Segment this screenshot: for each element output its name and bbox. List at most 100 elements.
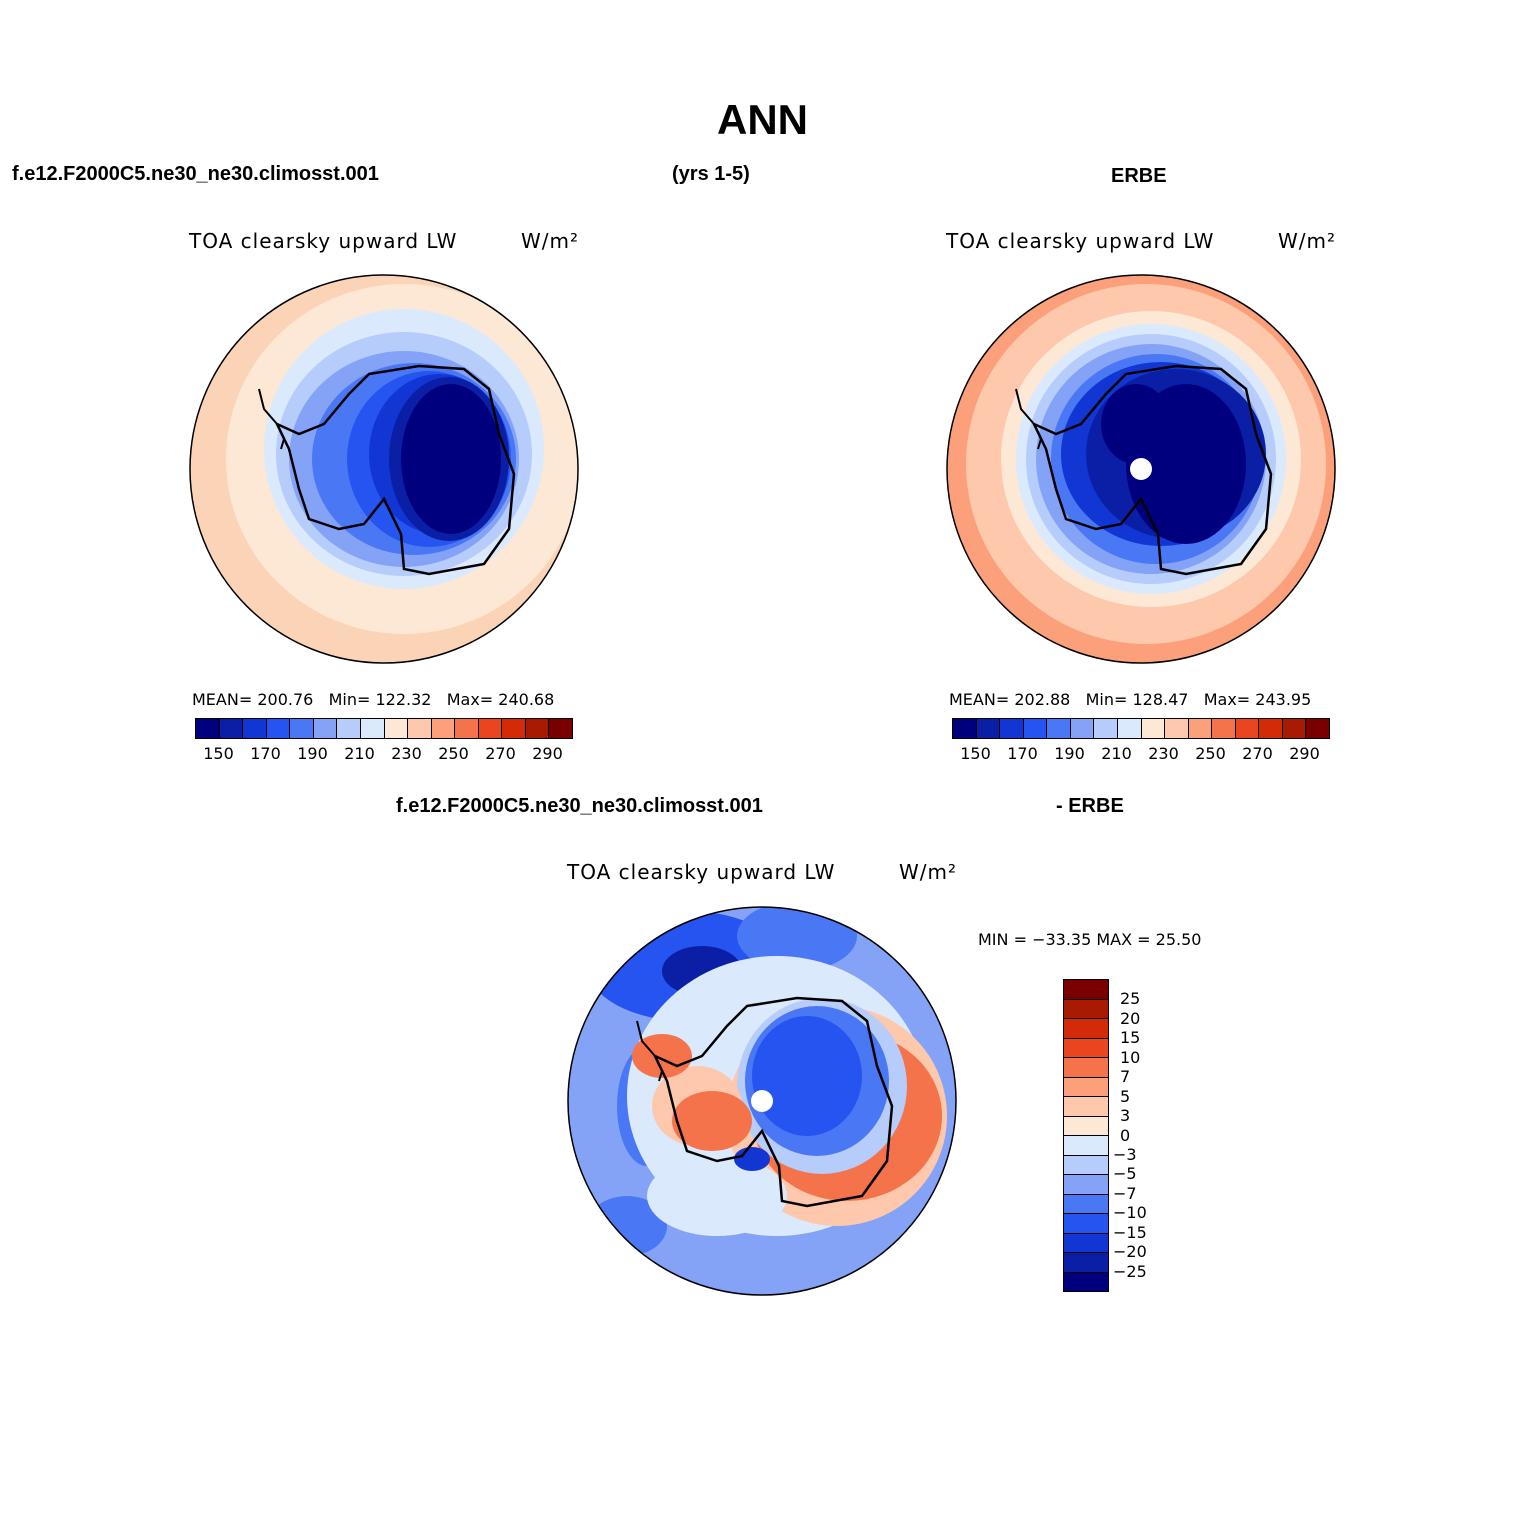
colorbar-tick-label: 25 [1120, 989, 1141, 1009]
colorbar-swatch [219, 719, 244, 738]
obs-mean-value: 202.88 [1014, 690, 1071, 709]
figure-title: ANN [717, 96, 808, 143]
diff-variable-title: TOA clearsky upward LW [567, 860, 836, 884]
colorbar-tick-label: 3 [1120, 1106, 1131, 1126]
colorbar-tick-label: 170 [250, 744, 281, 763]
diff-obs-name: - ERBE [1056, 795, 1124, 817]
diff-colorbar-ticks: 25 20 15 10 7 5 3 0 −3 −5 −7 −10 −15 −20 −25 [1113, 979, 1178, 1290]
colorbar-tick-label: −7 [1113, 1183, 1137, 1203]
colorbar-tick-label: −20 [1113, 1242, 1147, 1262]
obs-polar-map [946, 274, 1336, 664]
colorbar-tick-label: 290 [532, 744, 563, 763]
obs-name-label: ERBE [1111, 165, 1167, 187]
colorbar-tick-label: 270 [485, 744, 516, 763]
colorbar-swatch [1117, 719, 1142, 738]
colorbar-swatch [1094, 719, 1118, 738]
colorbar-swatch [1064, 1253, 1108, 1273]
colorbar-tick-label: −25 [1113, 1261, 1147, 1281]
colorbar-tick-label: 0 [1120, 1125, 1131, 1145]
diff-colorbar [1063, 979, 1109, 1292]
colorbar-swatch [1023, 719, 1048, 738]
colorbar-swatch [360, 719, 385, 738]
colorbar-tick-label: −15 [1113, 1222, 1147, 1242]
colorbar-tick-label: 150 [203, 744, 234, 763]
colorbar-swatch [549, 719, 572, 738]
colorbar-swatch [1064, 1175, 1108, 1195]
model-stats: MEAN= 200.76 Min= 122.32 Max= 240.68 [192, 690, 554, 709]
model-max-label: Max= [446, 690, 494, 709]
obs-mean-label: MEAN= [949, 690, 1010, 709]
model-colorbar-ticks: 150 170 190 210 230 250 270 290 [195, 744, 571, 764]
colorbar-swatch [1064, 1194, 1108, 1214]
colorbar-swatch [1235, 719, 1260, 738]
model-units: W/m² [521, 229, 580, 253]
model-mean-value: 200.76 [257, 690, 314, 709]
colorbar-swatch [502, 719, 526, 738]
obs-units: W/m² [1278, 229, 1337, 253]
colorbar-swatch [266, 719, 291, 738]
colorbar-swatch [1064, 1038, 1108, 1058]
colorbar-swatch [478, 719, 503, 738]
colorbar-swatch [1212, 719, 1236, 738]
colorbar-swatch [1306, 719, 1329, 738]
colorbar-swatch [1064, 1214, 1108, 1234]
colorbar-swatch [953, 719, 977, 738]
colorbar-tick-label: 250 [438, 744, 469, 763]
obs-min-value: 128.47 [1132, 690, 1189, 709]
colorbar-tick-label: −3 [1113, 1144, 1137, 1164]
colorbar-swatch [1070, 719, 1095, 738]
colorbar-swatch [408, 719, 432, 738]
colorbar-swatch [290, 719, 314, 738]
model-variable-title: TOA clearsky upward LW [189, 229, 458, 253]
colorbar-tick-label: 290 [1289, 744, 1320, 763]
obs-colorbar-ticks: 150 170 190 210 230 250 270 290 [952, 744, 1328, 764]
colorbar-tick-label: 270 [1242, 744, 1273, 763]
model-mean-label: MEAN= [192, 690, 253, 709]
colorbar-swatch [1064, 1097, 1108, 1117]
colorbar-swatch [455, 719, 479, 738]
colorbar-tick-label: 230 [1148, 744, 1179, 763]
colorbar-tick-label: 15 [1120, 1028, 1141, 1048]
colorbar-tick-label: −5 [1113, 1164, 1137, 1184]
colorbar-swatch [313, 719, 338, 738]
diff-minmax: MIN = −33.35 MAX = 25.50 [978, 930, 1202, 949]
colorbar-tick-label: 10 [1120, 1047, 1141, 1067]
diff-case-name: f.e12.F2000C5.ne30_ne30.climosst.001 [396, 795, 763, 817]
colorbar-tick-label: 20 [1120, 1008, 1141, 1028]
colorbar-tick-label: 190 [297, 744, 328, 763]
colorbar-swatch [1188, 719, 1213, 738]
colorbar-swatch [1064, 999, 1108, 1019]
colorbar-swatch [1064, 1233, 1108, 1253]
obs-min-label: Min= [1085, 690, 1128, 709]
colorbar-tick-label: 250 [1195, 744, 1226, 763]
colorbar-tick-label: 190 [1054, 744, 1085, 763]
colorbar-tick-label: 150 [960, 744, 991, 763]
colorbar-swatch [1047, 719, 1071, 738]
colorbar-swatch [1282, 719, 1307, 738]
colorbar-swatch [525, 719, 550, 738]
colorbar-tick-label: 7 [1120, 1067, 1131, 1087]
colorbar-swatch [243, 719, 267, 738]
colorbar-swatch [1141, 719, 1166, 738]
case-name-label: f.e12.F2000C5.ne30_ne30.climosst.001 [12, 163, 379, 185]
colorbar-swatch [1000, 719, 1024, 738]
obs-variable-title: TOA clearsky upward LW [946, 229, 1215, 253]
colorbar-swatch [1064, 1019, 1108, 1039]
colorbar-swatch [1064, 1136, 1108, 1156]
colorbar-swatch [1064, 1077, 1108, 1097]
colorbar-swatch [1165, 719, 1189, 738]
colorbar-swatch [431, 719, 456, 738]
colorbar-tick-label: −10 [1113, 1203, 1147, 1223]
obs-colorbar [952, 718, 1330, 739]
colorbar-swatch [1064, 980, 1108, 1000]
diff-polar-map [567, 906, 957, 1296]
colorbar-tick-label: 210 [1101, 744, 1132, 763]
colorbar-tick-label: 5 [1120, 1086, 1131, 1106]
obs-stats: MEAN= 202.88 Min= 128.47 Max= 243.95 [949, 690, 1311, 709]
colorbar-swatch [1064, 1155, 1108, 1175]
colorbar-swatch [337, 719, 361, 738]
colorbar-tick-label: 230 [391, 744, 422, 763]
colorbar-tick-label: 210 [344, 744, 375, 763]
model-min-value: 122.32 [375, 690, 432, 709]
obs-max-label: Max= [1203, 690, 1251, 709]
